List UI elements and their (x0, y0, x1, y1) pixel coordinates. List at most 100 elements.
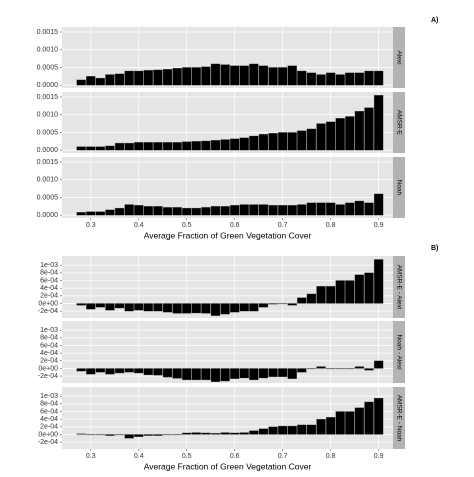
bar (153, 206, 163, 216)
y-tick-label: 4e-04 (40, 416, 58, 423)
bar (86, 76, 96, 86)
bar (373, 259, 384, 304)
bar (134, 434, 144, 437)
y-tick-label: 2e-04 (40, 358, 58, 365)
bar (124, 70, 134, 86)
bar (153, 303, 163, 312)
bar (297, 368, 307, 373)
bar (210, 368, 221, 383)
bar (201, 432, 211, 435)
bar (134, 368, 144, 374)
bar (373, 397, 384, 435)
bar (95, 146, 106, 151)
bar (354, 407, 365, 435)
bar (201, 368, 211, 381)
bar (335, 280, 345, 304)
bar (105, 209, 115, 216)
bar (182, 303, 192, 314)
bar (306, 128, 317, 151)
bar (114, 368, 125, 374)
bar (239, 303, 249, 312)
bar (230, 368, 240, 379)
bar (278, 132, 288, 151)
y-tick-label: 0e+00 (38, 300, 58, 307)
x-tick-label: 0.8 (326, 222, 336, 229)
x-tick-label: 0.8 (326, 453, 336, 460)
bar (162, 207, 173, 216)
strip-label: Noah (395, 180, 402, 196)
x-axis-title: Average Fraction of Green Vegetation Cov… (144, 461, 312, 471)
y-tick-label: 6e-04 (40, 342, 58, 349)
bar (297, 70, 307, 86)
y-tick-label: -2e-04 (38, 373, 58, 380)
bar (287, 65, 297, 86)
bar (354, 200, 365, 216)
bar (239, 65, 249, 86)
y-tick-label: 0.0000 (37, 212, 59, 219)
panel-tag: A) (431, 17, 438, 24)
bar (297, 297, 307, 304)
bar (325, 368, 336, 370)
bar (124, 142, 134, 151)
y-tick-label: 4e-04 (40, 350, 58, 357)
x-axis-title: Average Fraction of Green Vegetation Cov… (144, 230, 312, 240)
bar (210, 140, 221, 151)
bar (182, 207, 192, 216)
strip-label: Alexi (395, 50, 402, 64)
bar (258, 428, 269, 435)
bar (354, 72, 365, 86)
bar (191, 207, 201, 216)
bar (335, 74, 345, 86)
bar (201, 207, 211, 216)
y-tick-label: 0.0015 (37, 94, 59, 101)
bar (335, 118, 345, 151)
strip (393, 387, 405, 449)
y-tick-label: 1e-03 (40, 393, 58, 400)
bar (220, 206, 230, 216)
bar (191, 432, 201, 435)
bar (325, 286, 336, 304)
x-tick-label: 0.5 (182, 453, 192, 460)
bar (182, 368, 192, 381)
bar (325, 417, 336, 435)
bar (316, 202, 326, 216)
bar (268, 303, 278, 305)
x-tick-label: 0.6 (230, 453, 240, 460)
y-tick-label: 2e-04 (40, 424, 58, 431)
y-tick-label: 0.0015 (37, 29, 59, 36)
bar (249, 368, 259, 381)
y-tick-label: 1e-03 (40, 262, 58, 269)
y-tick-label: 0.0010 (37, 112, 59, 119)
y-tick-label: 8e-04 (40, 401, 58, 408)
bar (86, 146, 96, 151)
bar (325, 72, 336, 86)
bar (153, 69, 163, 86)
bar (239, 204, 249, 216)
x-tick-label: 0.5 (182, 222, 192, 229)
bar (278, 368, 288, 378)
bar (172, 67, 182, 86)
y-tick-label: 6e-04 (40, 408, 58, 415)
bar (172, 303, 182, 314)
bar (210, 303, 221, 316)
bar (249, 430, 259, 435)
bar (297, 424, 307, 435)
bar (364, 368, 374, 371)
bar (105, 368, 115, 375)
bar (114, 207, 125, 216)
bar (287, 132, 297, 151)
bar (220, 368, 230, 382)
x-tick-label: 0.3 (86, 453, 96, 460)
panel-tag: B) (431, 245, 438, 252)
bar (105, 303, 115, 311)
y-tick-label: 0e+00 (38, 431, 58, 438)
bar (95, 368, 106, 373)
y-tick-label: 8e-04 (40, 335, 58, 342)
bar (373, 95, 384, 151)
x-tick-label: 0.4 (134, 453, 144, 460)
bar (134, 142, 144, 151)
strip-label: AMSR-E - Noah (395, 395, 402, 442)
bar (191, 67, 201, 86)
x-tick-label: 0.9 (374, 453, 384, 460)
